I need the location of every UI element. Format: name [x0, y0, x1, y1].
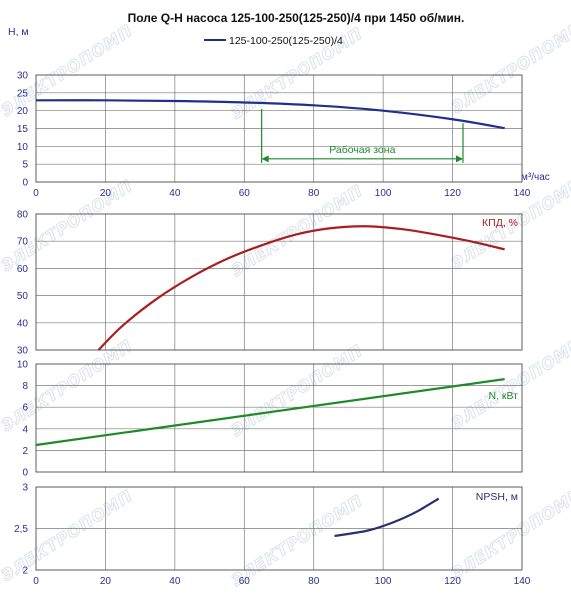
x-tick-label: 0: [33, 576, 39, 587]
y-tick-label: 80: [17, 210, 29, 221]
y-tick-label: 0: [22, 468, 28, 479]
x-tick-label: 60: [239, 188, 251, 199]
y-tick-label: 70: [17, 237, 29, 248]
y-tick-label: 2: [22, 566, 28, 577]
x-tick-label: 40: [169, 576, 181, 587]
x-tick-label: 120: [444, 188, 461, 199]
work-zone-arrowhead-left: [261, 155, 269, 163]
panel-npsh: 2 2,5 3 0 20 40 60 80 100 120 140 NPSH, м: [14, 483, 531, 588]
y-axis-label: Н, м: [8, 26, 29, 38]
series-label-npsh: NPSH, м: [476, 491, 518, 503]
panel-efficiency: 30 40 50 60 70 80 КПД, %: [17, 210, 523, 357]
series-label-power: N, кВт: [489, 390, 519, 402]
y-tick-label: 2: [22, 446, 28, 457]
panel-head: 0 5 10 15 20 25 30 0 20 40 60 80 100 120 140 Н, м м³/час…: [8, 26, 550, 199]
plot-frame: [35, 213, 523, 351]
x-tick-label: 20: [100, 576, 112, 587]
series-line-efficiency: [97, 225, 505, 351]
x-tick-label: 100: [375, 188, 392, 199]
x-tick-label: 0: [33, 188, 39, 199]
panel-power: 0 2 4 6 8 10 N, кВт: [17, 360, 523, 479]
x-tick-label: 80: [308, 576, 320, 587]
x-tick-label: 120: [444, 576, 461, 587]
y-tick-label: 6: [22, 403, 28, 414]
y-tick-label: 5: [22, 160, 28, 171]
plot-frame: [35, 74, 523, 183]
y-tick-label: 4: [22, 424, 28, 435]
chart-title: Поле Q-H насоса 125-100-250(125-250)/4 п…: [128, 11, 465, 25]
plot-frame: [35, 363, 523, 473]
y-tick-label: 50: [17, 291, 29, 302]
series-line-npsh: [334, 497, 440, 538]
x-tick-label: 140: [514, 576, 531, 587]
x-unit-label: м³/час: [521, 172, 550, 183]
y-tick-label: 30: [17, 346, 29, 357]
y-tick-label: 25: [17, 88, 29, 99]
y-tick-label: 60: [17, 264, 29, 275]
x-tick-label: 60: [239, 576, 251, 587]
series-line-head: [35, 99, 505, 130]
y-tick-label: 2,5: [14, 524, 28, 535]
y-tick-label: 10: [17, 360, 29, 371]
series-label-efficiency: КПД, %: [482, 217, 518, 229]
y-tick-label: 8: [22, 381, 28, 392]
y-tick-label: 15: [17, 124, 29, 135]
x-tick-label: 20: [100, 188, 112, 199]
plot-frame: [35, 486, 523, 571]
y-tick-label: 0: [22, 178, 28, 189]
legend: 125-100-250(125-250)/4: [204, 35, 343, 47]
watermark-text: ЭЛЕКТРОПОМП: [448, 334, 571, 433]
legend-label-head-curve: 125-100-250(125-250)/4: [229, 35, 343, 47]
x-tick-label: 40: [169, 188, 181, 199]
watermark-text: ЭЛЕКТРОПОМП: [228, 341, 366, 440]
x-tick-label: 140: [514, 188, 531, 199]
y-tick-label: 30: [17, 71, 29, 82]
y-tick-label: 20: [17, 106, 29, 117]
y-tick-label: 10: [17, 142, 29, 153]
series-line-power: [35, 378, 505, 447]
work-zone-label: Рабочая зона: [329, 144, 395, 156]
y-tick-label: 3: [22, 483, 28, 494]
y-tick-label: 40: [17, 318, 29, 329]
watermark-text: ЭЛЕКТРОПОМП: [448, 18, 571, 117]
x-tick-label: 80: [308, 188, 320, 199]
work-zone-arrowhead-right: [455, 155, 463, 163]
watermark-text: ЭЛЕКТРОПОМП: [0, 176, 136, 275]
x-tick-label: 100: [375, 576, 392, 587]
